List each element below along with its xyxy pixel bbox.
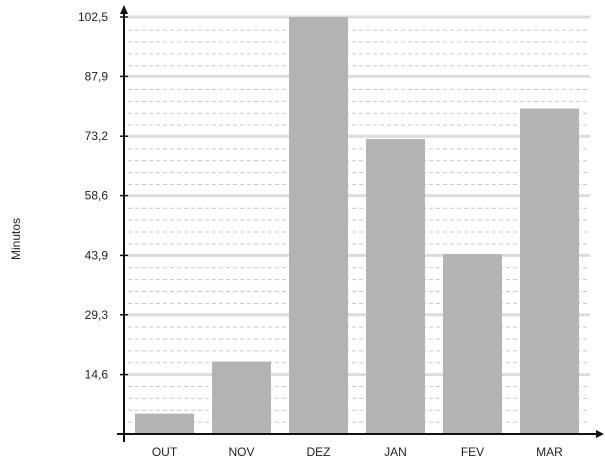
x-tick-labels: OUT NOV DEZ JAN FEV MAR — [152, 445, 563, 459]
bar-mar — [520, 108, 579, 434]
x-tick-label: DEZ — [307, 445, 331, 459]
x-tick-label: JAN — [384, 445, 407, 459]
y-tick-labels: 14,6 29,3 43,9 58,6 73,2 87,9 102,5 — [78, 10, 108, 382]
x-tick-label: MAR — [536, 445, 563, 459]
y-tick-label: 87,9 — [85, 69, 109, 83]
bar-fev — [443, 254, 502, 434]
axes — [117, 5, 604, 442]
y-tick-label: 58,6 — [85, 189, 109, 203]
grid-lines — [128, 15, 590, 423]
y-tick-label: 43,9 — [85, 248, 109, 262]
x-axis-arrow — [596, 430, 604, 438]
x-tick-label: FEV — [461, 445, 484, 459]
y-axis-arrow — [120, 5, 128, 14]
y-tick-label: 29,3 — [85, 308, 109, 322]
x-tick-label: OUT — [152, 445, 178, 459]
bar-jan — [366, 139, 425, 435]
x-tick-label: NOV — [228, 445, 254, 459]
y-tick-label: 102,5 — [78, 10, 108, 24]
y-axis-label: Minutos — [9, 218, 23, 260]
y-tick-label: 73,2 — [85, 129, 109, 143]
y-tick-label: 14,6 — [85, 368, 109, 382]
bar-out — [135, 413, 194, 434]
bars — [135, 17, 579, 435]
bar-dez — [289, 17, 348, 434]
bar-nov — [212, 361, 271, 434]
